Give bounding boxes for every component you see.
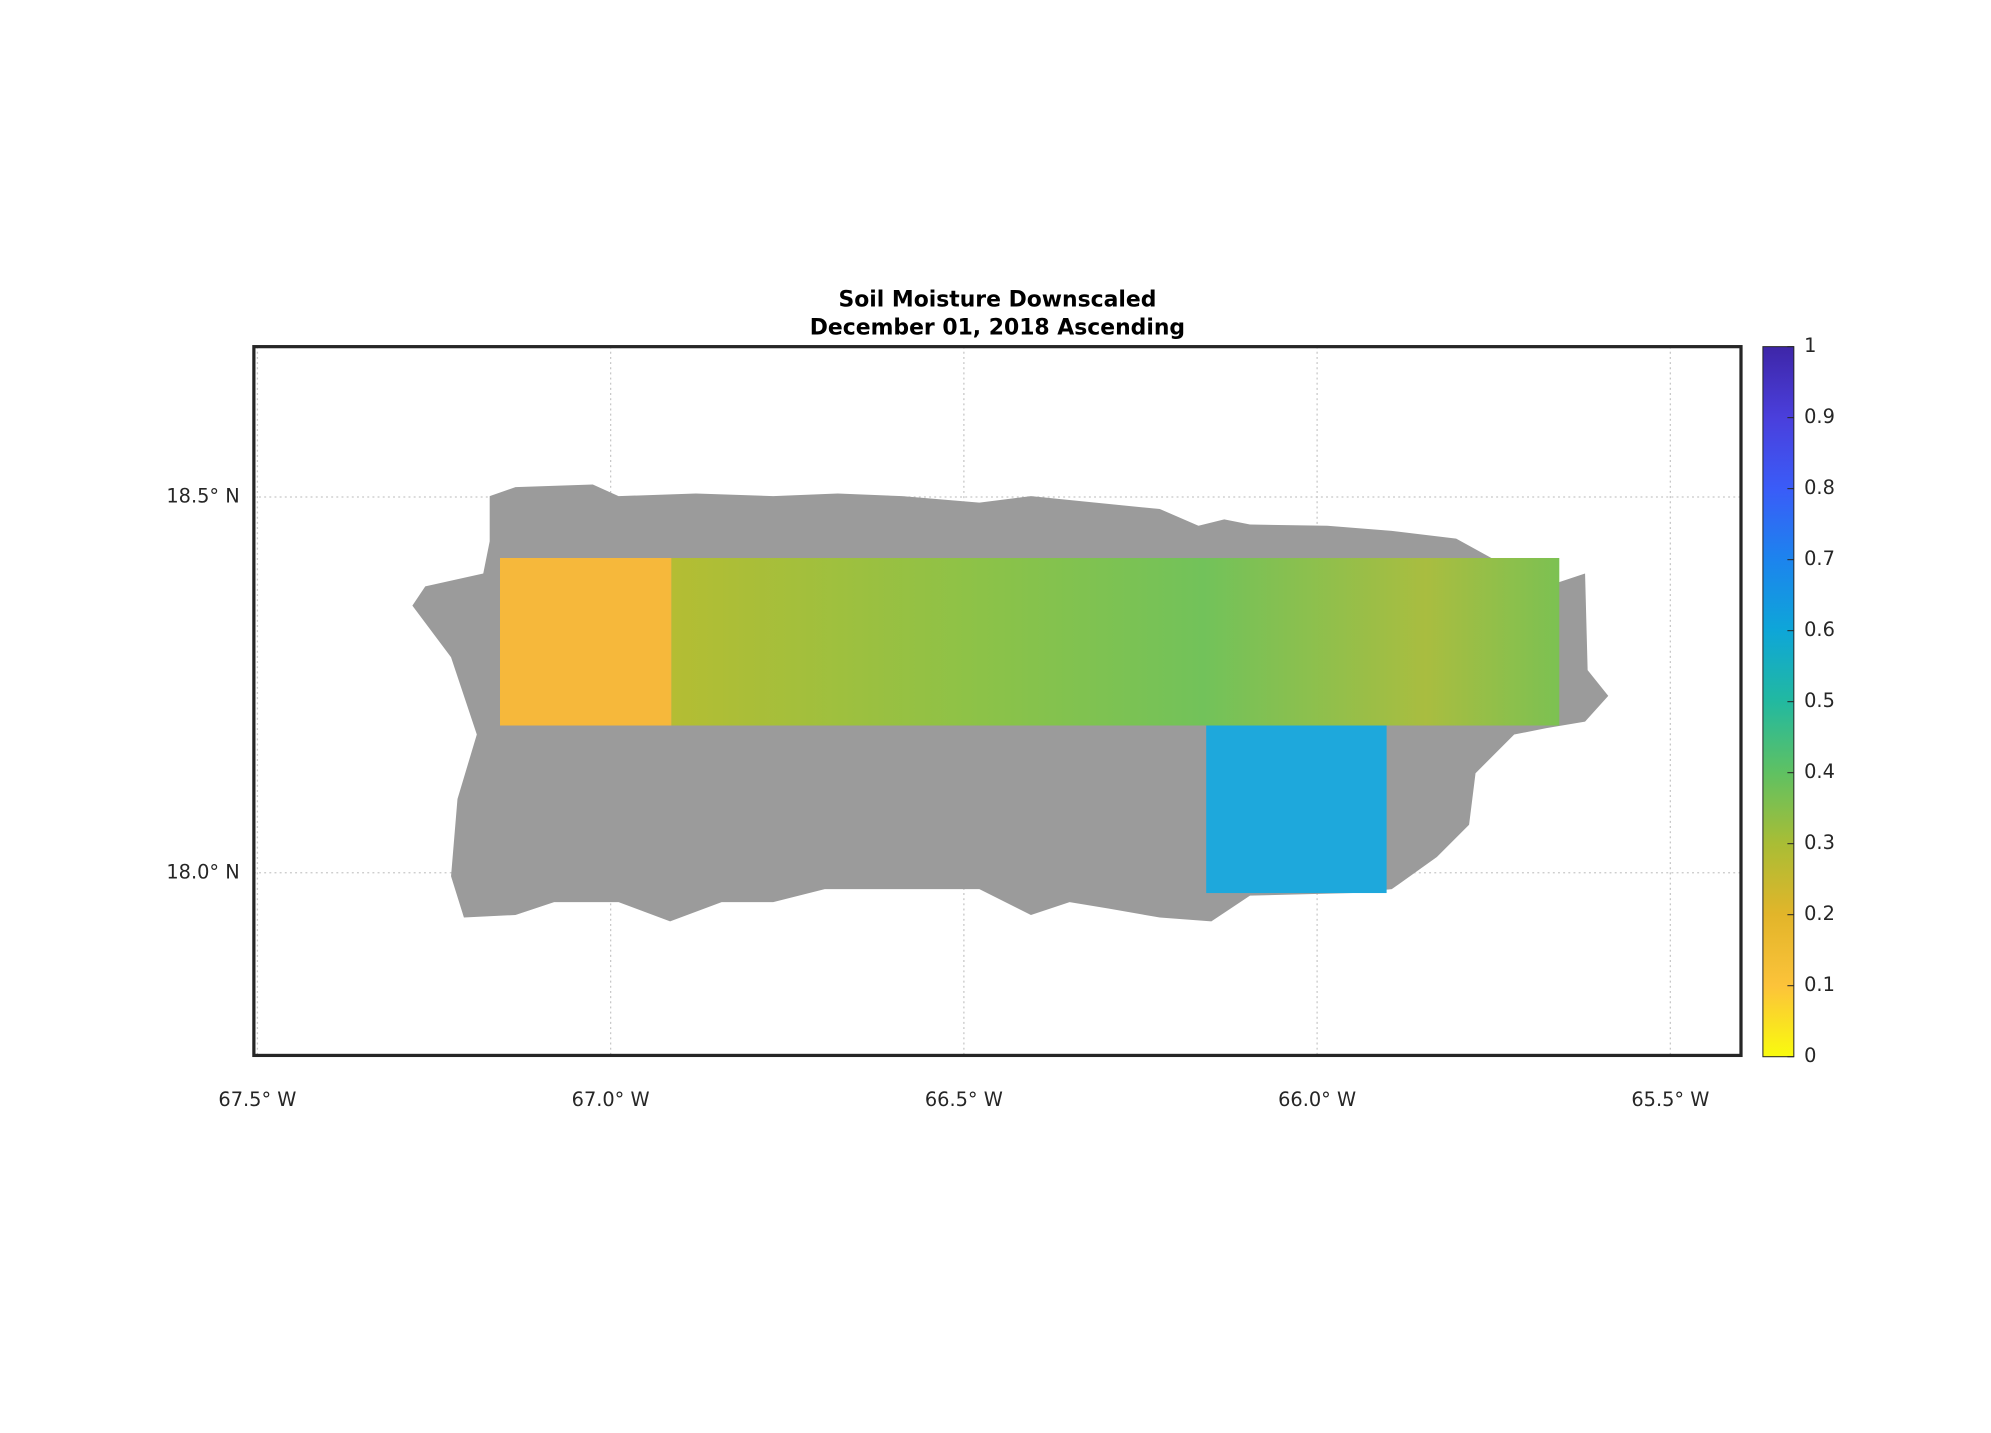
axes-frame — [252, 345, 1743, 1058]
colorbar-tick-label: 0.9 — [1804, 405, 1835, 428]
swath-southeast — [1206, 725, 1387, 894]
colorbar-tick-label: 1 — [1804, 334, 1816, 357]
x-tick-label: 67.5° W — [218, 1088, 296, 1111]
colorbar-tick-label: 0.2 — [1804, 902, 1835, 925]
colorbar-tick-label: 0.3 — [1804, 831, 1835, 854]
colorbar-tick-label: 0.7 — [1804, 547, 1835, 570]
swath-west — [500, 557, 672, 726]
x-tick-label: 65.5° W — [1631, 1088, 1709, 1111]
map-title: Soil Moisture Downscaled — [838, 287, 1156, 312]
colorbar-tick-label: 0.5 — [1804, 689, 1835, 712]
plot-area — [412, 484, 1609, 922]
map-subtitle: December 01, 2018 Ascending — [810, 316, 1185, 341]
colorbar-tick-label: 0 — [1804, 1044, 1816, 1067]
swath-central — [671, 557, 1560, 726]
colorbar-tick-label: 0.1 — [1804, 973, 1835, 996]
x-tick-label: 66.0° W — [1278, 1088, 1356, 1111]
x-tick-label: 67.0° W — [572, 1088, 650, 1111]
colorbar-tick-label: 0.8 — [1804, 476, 1835, 499]
x-tick-label: 66.5° W — [925, 1088, 1003, 1111]
colorbar-tick-label: 0.6 — [1804, 618, 1835, 641]
colorbar-tick-label: 0.4 — [1804, 760, 1835, 783]
y-tick-label: 18.5° N — [166, 484, 239, 507]
y-tick-label: 18.0° N — [166, 860, 239, 883]
